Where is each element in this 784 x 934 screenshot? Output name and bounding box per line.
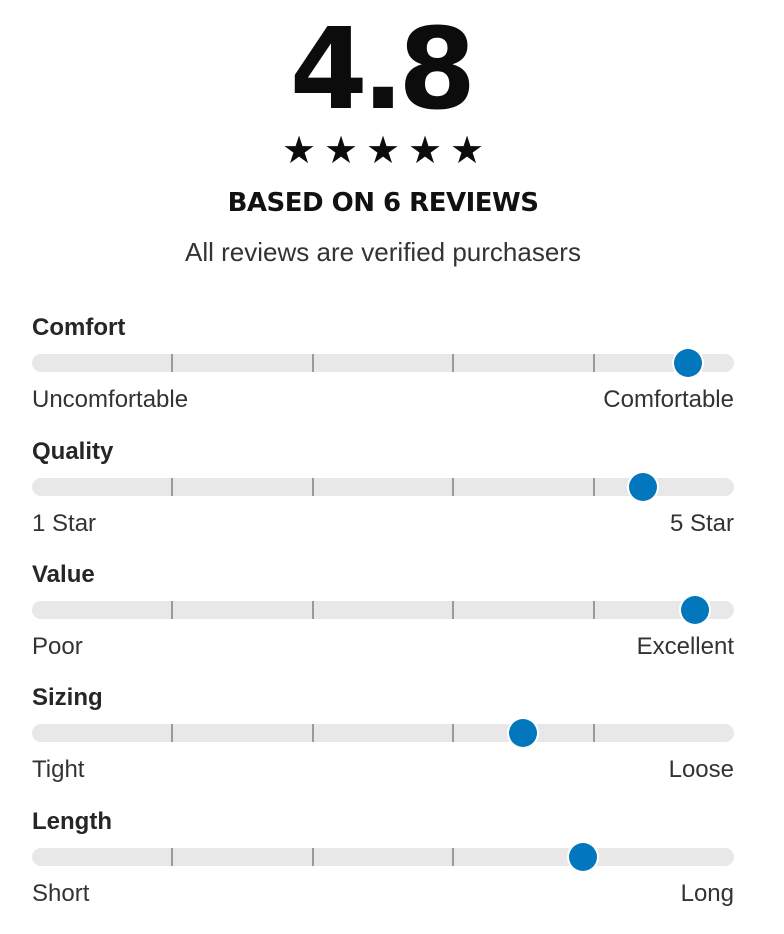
track-tick (593, 478, 595, 496)
metric-max-label: Long (680, 880, 734, 907)
metric-comfort: Comfort Uncomfortable Comfortable (32, 314, 734, 424)
metric-label: Sizing (32, 684, 103, 711)
metric-label: Length (32, 808, 112, 835)
track-tick (312, 354, 314, 372)
track-tick (171, 601, 173, 619)
track-tick (171, 354, 173, 372)
track-tick (171, 848, 173, 866)
star-icon: ★ (407, 128, 443, 172)
review-count: BASED ON 6 REVIEWS (227, 188, 539, 218)
star-icon: ★ (281, 128, 317, 172)
metric-label: Value (32, 561, 95, 588)
track-tick (593, 724, 595, 742)
metric-min-label: Poor (32, 633, 83, 660)
track-tick (593, 601, 595, 619)
track-tick (452, 724, 454, 742)
track-tick (452, 601, 454, 619)
track-tick (312, 724, 314, 742)
metric-track (32, 478, 734, 496)
track-tick (171, 724, 173, 742)
metric-label: Quality (32, 438, 114, 465)
metric-thumb (628, 473, 657, 501)
star-rating: ★ ★ ★ ★ ★ (0, 128, 766, 172)
metric-max-label: Comfortable (603, 386, 734, 413)
metric-max-label: 5 Star (669, 510, 734, 537)
track-tick (452, 848, 454, 866)
metric-max-label: Loose (668, 756, 734, 783)
metric-quality: Quality 1 Star 5 Star (32, 438, 734, 548)
metric-min-label: 1 Star (32, 510, 97, 537)
metric-sizing: Sizing Tight Loose (32, 684, 734, 794)
metric-track (32, 724, 734, 742)
metric-label: Comfort (32, 314, 126, 341)
metric-value: Value Poor Excellent (32, 561, 734, 671)
track-tick (171, 478, 173, 496)
metric-max-label: Excellent (636, 633, 734, 660)
metric-min-label: Uncomfortable (32, 386, 189, 413)
metric-track (32, 848, 734, 866)
star-icon: ★ (323, 128, 359, 172)
star-icon: ★ (365, 128, 401, 172)
metric-track (32, 354, 734, 372)
metric-thumb (509, 719, 538, 747)
track-tick (312, 601, 314, 619)
metric-track (32, 601, 734, 619)
track-tick (593, 354, 595, 372)
metric-thumb (569, 843, 598, 871)
metric-length: Length Short Long (32, 808, 734, 918)
average-rating: 4.8 (289, 5, 476, 135)
metric-thumb (674, 349, 703, 377)
star-icon: ★ (449, 128, 485, 172)
metric-min-label: Short (32, 880, 90, 907)
track-tick (452, 354, 454, 372)
metric-thumb (681, 596, 710, 624)
metric-min-label: Tight (32, 756, 85, 783)
verified-note: All reviews are verified purchasers (185, 237, 581, 267)
track-tick (312, 848, 314, 866)
track-tick (452, 478, 454, 496)
track-tick (312, 478, 314, 496)
